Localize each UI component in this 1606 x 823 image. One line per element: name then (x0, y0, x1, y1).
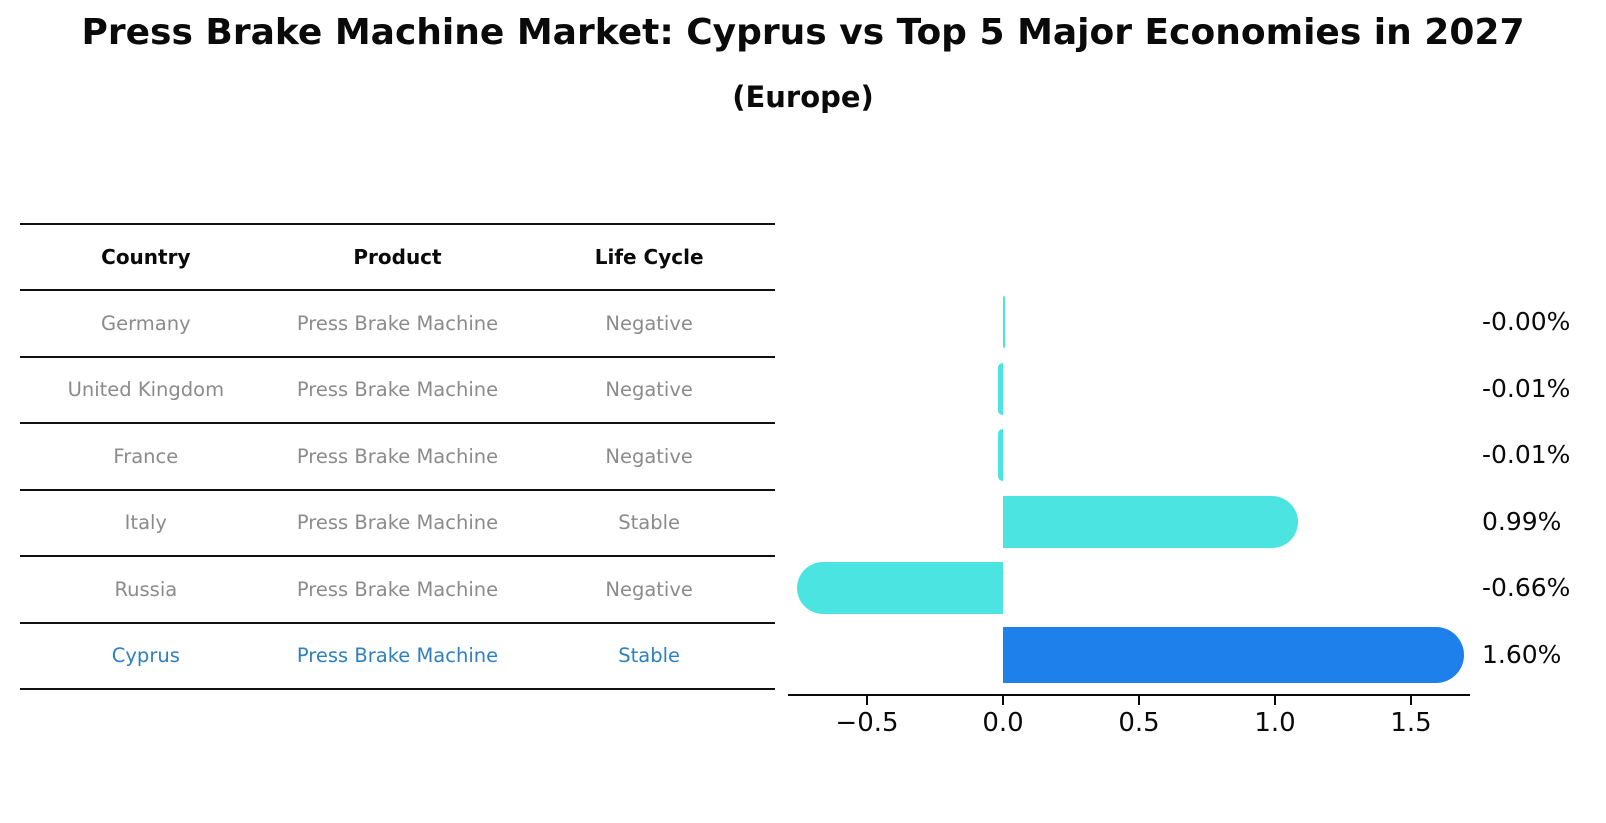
table-row-italy: Italy Press Brake Machine Stable (20, 491, 775, 557)
cell-product: Press Brake Machine (296, 311, 499, 335)
table-row-united-kingdom: United Kingdom Press Brake Machine Negativ… (20, 358, 775, 424)
cell-country: United Kingdom (67, 378, 225, 402)
bar-russia (797, 562, 1003, 614)
chart-subtitle: (Europe) (732, 80, 874, 114)
cell-life-cycle: Negative (605, 311, 693, 335)
value-label-russia: -0.66% (1482, 573, 1571, 602)
value-label-germany: -0.00% (1482, 307, 1571, 336)
header-life-cycle: Life Cycle (594, 245, 704, 269)
x-axis-tick-label: 0.5 (1118, 708, 1160, 738)
x-axis-tick (865, 696, 869, 705)
table-header-row: Country Product Life Cycle (20, 225, 775, 291)
country-table: Country Product Life Cycle Germany Press … (20, 223, 775, 690)
header-product: Product (353, 245, 442, 269)
x-axis-tick-label: 1.0 (1254, 708, 1296, 738)
x-axis-tick-label: 1.5 (1390, 708, 1432, 738)
value-label-italy: 0.99% (1482, 506, 1562, 536)
cell-country: Russia (114, 577, 178, 601)
cell-country: France (113, 444, 179, 468)
x-axis-tick (1273, 696, 1277, 705)
chart-title: Press Brake Machine Market: Cyprus vs To… (81, 12, 1525, 53)
bar-united-kingdom (997, 362, 1003, 415)
cell-product: Press Brake Machine (296, 378, 499, 402)
value-label-united-kingdom: -0.01% (1482, 373, 1571, 403)
x-axis-tick-label: −0.5 (835, 708, 899, 738)
table-row-france: France Press Brake Machine Negative (20, 424, 775, 491)
header-country: Country (101, 245, 191, 269)
cell-life-cycle: Negative (605, 577, 693, 601)
cell-product: Press Brake Machine (296, 511, 499, 535)
cell-product: Press Brake Machine (296, 577, 499, 601)
bar-france (997, 429, 1003, 481)
bar-germany (1003, 296, 1005, 348)
bar-italy (1003, 495, 1299, 548)
cell-country: Cyprus (111, 644, 180, 668)
table-row-russia: Russia Press Brake Machine Negative (20, 557, 775, 624)
cell-country: Germany (101, 311, 191, 335)
bar-cyprus (1003, 626, 1465, 683)
cell-life-cycle: Stable (618, 644, 681, 668)
x-axis-tick (1001, 696, 1005, 705)
table-row-cyprus: Cyprus Press Brake Machine Stable (20, 624, 775, 690)
cell-country: Italy (124, 511, 167, 535)
x-axis-line (788, 693, 1470, 696)
table-row-germany: Germany Press Brake Machine Negative (20, 291, 775, 358)
x-axis-tick (1137, 696, 1141, 705)
x-axis-tick-label: 0.0 (982, 708, 1024, 738)
value-label-cyprus: 1.60% (1482, 639, 1562, 669)
cell-product: Press Brake Machine (296, 644, 499, 668)
cell-life-cycle: Negative (605, 378, 693, 402)
value-label-france: -0.01% (1482, 440, 1571, 469)
cell-life-cycle: Negative (605, 444, 693, 468)
cell-product: Press Brake Machine (296, 444, 499, 468)
cell-life-cycle: Stable (618, 511, 681, 535)
x-axis-tick (1409, 696, 1413, 705)
